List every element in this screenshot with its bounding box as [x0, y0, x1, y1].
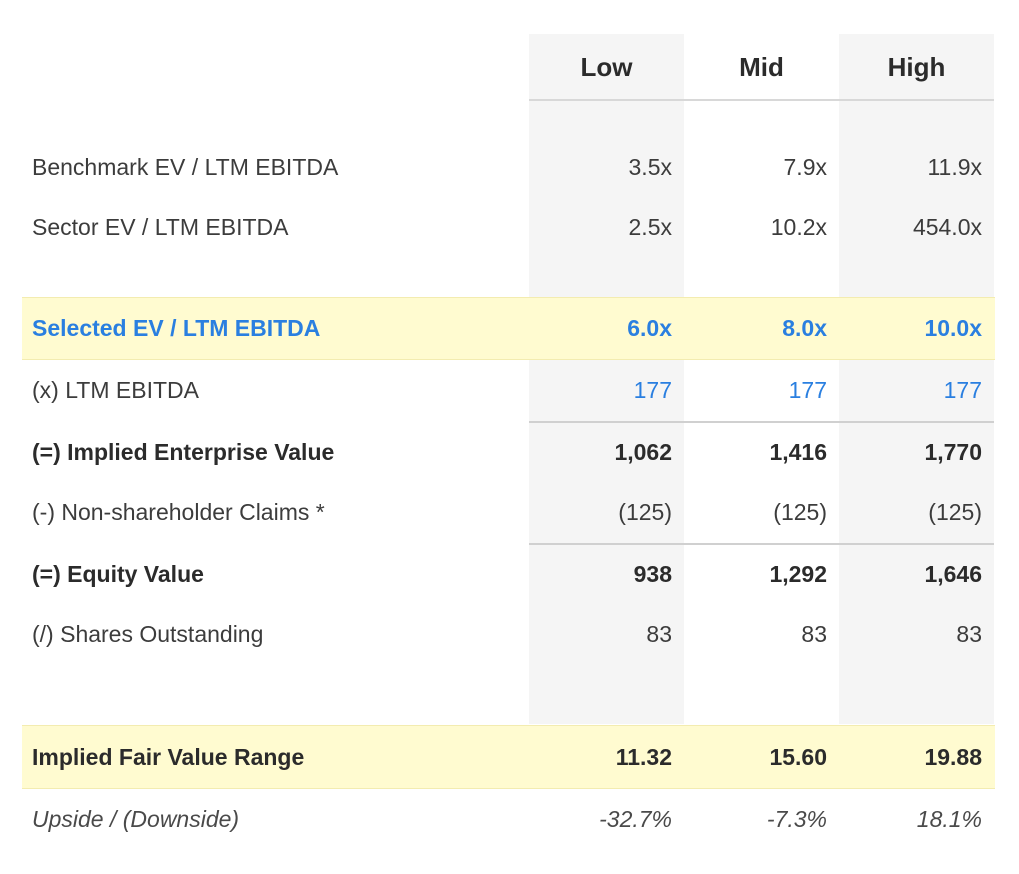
- low-value: 83: [646, 620, 672, 647]
- implied-fair-value-row: Implied Fair Value Range 11.32 15.60 19.…: [22, 725, 995, 789]
- low-value: 938: [633, 560, 672, 587]
- subtotal-divider: [529, 421, 994, 423]
- mid-value: -7.3%: [766, 805, 827, 832]
- mid-value: 83: [801, 620, 827, 647]
- low-column-background: [529, 34, 684, 724]
- low-value: 1,062: [614, 438, 672, 465]
- low-value: -32.7%: [599, 805, 672, 832]
- implied-enterprise-value-row: (=) Implied Enterprise Value 1,062 1,416…: [22, 422, 995, 482]
- low-value: 3.5x: [628, 153, 672, 180]
- row-label: Implied Fair Value Range: [32, 743, 305, 770]
- high-value: 1,646: [924, 560, 982, 587]
- equity-value-row: (=) Equity Value 938 1,292 1,646: [22, 544, 995, 604]
- ltm-ebitda-row: (x) LTM EBITDA 177 177 177: [22, 360, 995, 420]
- high-value: 1,770: [924, 438, 982, 465]
- low-value: 6.0x: [627, 315, 672, 341]
- high-value: 19.88: [924, 743, 982, 770]
- mid-value: 15.60: [769, 743, 827, 770]
- mid-value: 10.2x: [770, 213, 827, 240]
- selected-multiple-row: Selected EV / LTM EBITDA 6.0x 8.0x 10.0x: [22, 297, 995, 360]
- high-column-background: [839, 34, 994, 724]
- row-label: (-) Non-shareholder Claims *: [32, 498, 325, 525]
- column-header-low: Low: [580, 51, 633, 82]
- row-label: Sector EV / LTM EBITDA: [32, 213, 289, 240]
- non-shareholder-claims-row: (-) Non-shareholder Claims * (125) (125)…: [22, 482, 995, 542]
- low-value: (125): [618, 498, 672, 525]
- row-label: (=) Equity Value: [32, 560, 204, 587]
- high-value: 11.9x: [927, 153, 982, 180]
- column-header-mid: Mid: [739, 51, 784, 82]
- mid-value: (125): [773, 498, 827, 525]
- column-header-high: High: [887, 51, 946, 82]
- mid-value: 1,292: [769, 560, 827, 587]
- row-label: (/) Shares Outstanding: [32, 620, 264, 647]
- shares-outstanding-row: (/) Shares Outstanding 83 83 83: [22, 604, 995, 664]
- header-divider: [529, 99, 994, 101]
- mid-value: 8.0x: [782, 315, 827, 341]
- sector-multiple-row: Sector EV / LTM EBITDA 2.5x 10.2x 454.0x: [22, 197, 995, 257]
- row-label: (=) Implied Enterprise Value: [32, 438, 335, 465]
- mid-column-background: [684, 34, 839, 724]
- row-label: Benchmark EV / LTM EBITDA: [32, 153, 339, 180]
- high-value: 454.0x: [912, 213, 982, 240]
- row-label: Selected EV / LTM EBITDA: [32, 315, 321, 341]
- mid-value: 177: [788, 376, 827, 403]
- upside-downside-row: Upside / (Downside) -32.7% -7.3% 18.1%: [22, 789, 995, 849]
- mid-value: 7.9x: [783, 153, 827, 180]
- low-value: 2.5x: [628, 213, 672, 240]
- mid-value: 1,416: [769, 438, 827, 465]
- row-label: (x) LTM EBITDA: [32, 376, 199, 403]
- low-value: 177: [633, 376, 672, 403]
- row-label: Upside / (Downside): [32, 805, 240, 832]
- high-value: 177: [943, 376, 982, 403]
- subtotal-divider: [529, 543, 994, 545]
- high-value: 10.0x: [924, 315, 982, 341]
- high-value: (125): [928, 498, 982, 525]
- benchmark-multiple-row: Benchmark EV / LTM EBITDA 3.5x 7.9x 11.9…: [22, 137, 995, 197]
- high-value: 18.1%: [916, 805, 982, 832]
- low-value: 11.32: [615, 743, 672, 770]
- high-value: 83: [956, 620, 982, 647]
